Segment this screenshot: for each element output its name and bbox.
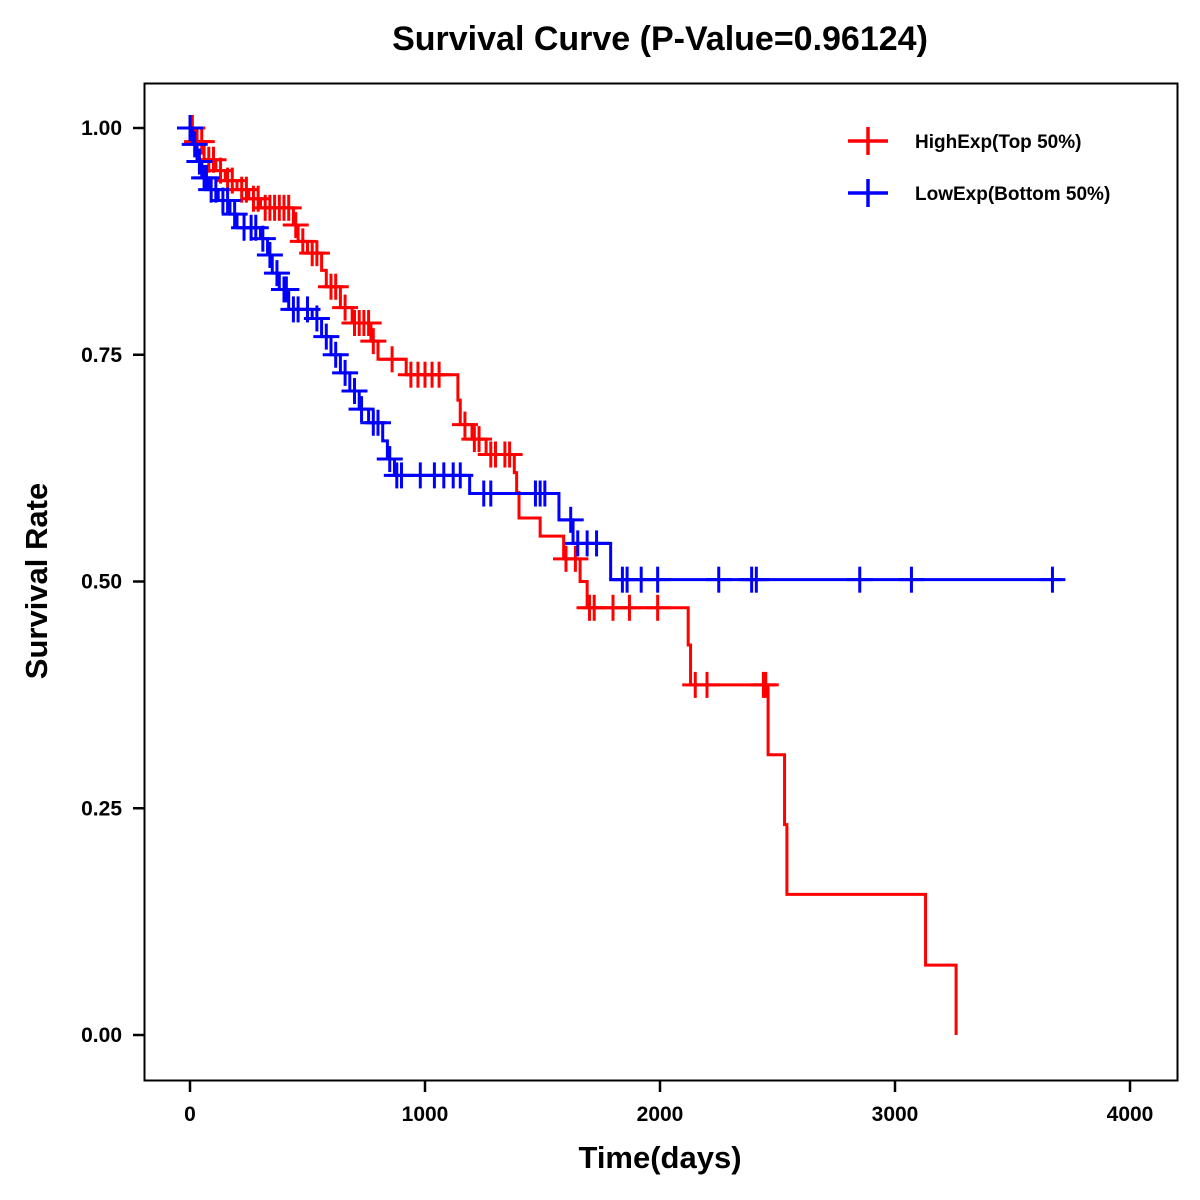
censor-mark xyxy=(348,396,375,423)
censor-mark xyxy=(743,566,770,593)
y-tick-label: 1.00 xyxy=(81,117,122,140)
censor-mark xyxy=(273,276,300,303)
x-axis-label: Time(days) xyxy=(578,1140,741,1175)
censor-mark xyxy=(496,441,523,468)
y-tick-label: 0.25 xyxy=(81,797,122,820)
censor-mark xyxy=(466,426,493,453)
censor-mark xyxy=(752,671,779,698)
y-tick-label: 0.50 xyxy=(81,571,122,594)
censor-mark xyxy=(200,146,227,173)
censor-mark xyxy=(263,260,290,287)
censor-mark xyxy=(426,361,453,388)
censor-mark xyxy=(447,462,474,489)
censor-mark xyxy=(705,566,732,593)
censor-mark xyxy=(644,566,671,593)
censor-mark xyxy=(303,305,330,332)
censor-mark xyxy=(477,480,504,507)
y-axis-label: Survival Rate xyxy=(19,483,54,679)
y-tick-label: 0.75 xyxy=(81,344,122,367)
censor-mark xyxy=(616,594,643,621)
censor-mark xyxy=(177,115,203,141)
legend-plus-icon xyxy=(848,127,888,155)
censor-mark xyxy=(282,212,309,239)
x-tick-label: 4000 xyxy=(1107,1103,1154,1126)
censor-mark xyxy=(583,530,610,557)
censor-mark xyxy=(332,359,359,386)
legend: HighExp(Top 50%) LowExp(Bottom 50%) xyxy=(848,127,1110,207)
x-tick-label: 3000 xyxy=(872,1103,919,1126)
censor-mark xyxy=(275,194,302,221)
censor-mark xyxy=(562,545,589,572)
censor-mark xyxy=(355,310,382,337)
censor-mark xyxy=(360,328,387,355)
censor-mark xyxy=(303,240,330,267)
censor-mark xyxy=(365,409,391,436)
censor-mark xyxy=(242,214,269,241)
x-axis: 0 1000 2000 3000 4000 xyxy=(184,1081,1153,1126)
series-high-exp xyxy=(179,115,958,1035)
legend-item: HighExp(Top 50%) xyxy=(848,127,1081,155)
censor-mark xyxy=(322,341,349,368)
legend-label: LowExp(Bottom 50%) xyxy=(915,184,1110,205)
censor-mark xyxy=(256,241,283,268)
legend-plus-icon xyxy=(848,179,888,207)
censor-mark xyxy=(1039,566,1066,593)
censor-mark xyxy=(898,566,925,593)
legend-label: HighExp(Top 50%) xyxy=(915,132,1081,153)
censor-mark xyxy=(322,273,349,300)
x-tick-label: 1000 xyxy=(402,1103,449,1126)
censor-mark xyxy=(451,411,478,438)
y-axis: 0.00 0.25 0.50 0.75 1.00 xyxy=(81,117,144,1047)
curves-layer xyxy=(177,115,1066,1035)
censor-mark xyxy=(557,506,584,533)
censor-mark xyxy=(181,131,208,158)
censor-mark xyxy=(332,294,359,321)
survival-step-line xyxy=(190,126,958,1035)
censor-mark xyxy=(846,566,873,593)
series-low-exp xyxy=(177,115,1066,593)
censor-mark xyxy=(221,201,248,228)
censor-mark xyxy=(644,594,671,621)
chart-title: Survival Curve (P-Value=0.96124) xyxy=(392,20,928,58)
censor-mark xyxy=(531,480,558,507)
censor-mark xyxy=(249,225,276,252)
censor-mark xyxy=(341,378,368,405)
legend-item: LowExp(Bottom 50%) xyxy=(848,179,1110,207)
x-tick-label: 0 xyxy=(184,1103,196,1126)
censor-mark xyxy=(214,187,241,214)
y-tick-label: 0.00 xyxy=(81,1024,122,1047)
x-tick-label: 2000 xyxy=(637,1103,684,1126)
censor-mark xyxy=(379,346,406,373)
censor-mark xyxy=(186,148,213,175)
censor-mark xyxy=(376,446,403,473)
censor-mark xyxy=(313,323,340,350)
censor-mark xyxy=(202,176,229,203)
censor-mark xyxy=(694,671,720,698)
